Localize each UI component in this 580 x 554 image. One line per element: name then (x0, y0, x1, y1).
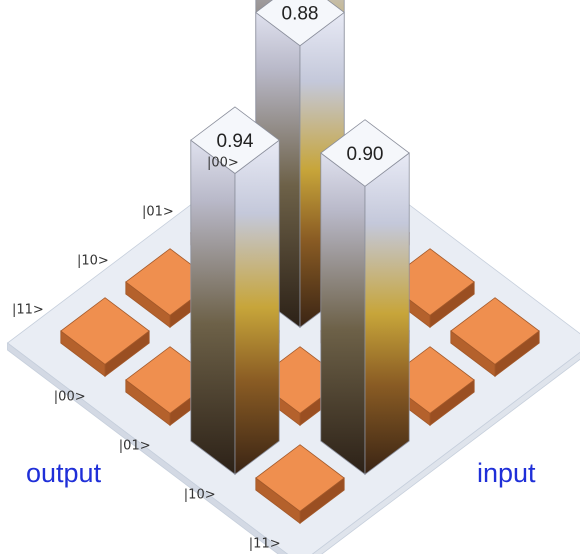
input-tick-label: |00> (54, 390, 86, 405)
value-label: 0.94 (217, 131, 254, 152)
input-tick-label: |11> (249, 537, 281, 552)
floor-surface (6, 121, 580, 554)
bar-3-0 (60, 297, 150, 378)
bar-side-right (364, 152, 410, 476)
floor-plane (6, 121, 580, 554)
bar-0-3 (450, 297, 540, 378)
bar-side-right (234, 139, 280, 476)
output-tick-label: |11> (12, 302, 44, 317)
bar-3-2 (190, 106, 280, 476)
input-axis-label: input (477, 458, 536, 488)
output-tick-label: |01> (142, 204, 174, 219)
bar-top (320, 119, 410, 187)
floor-edge-left (7, 342, 289, 554)
floor-edge-right (311, 351, 580, 554)
value-label: 0.90 (347, 144, 384, 165)
bar-2-3 (320, 119, 410, 476)
bar-top (255, 0, 345, 47)
bar-top (190, 106, 280, 175)
bar-top (450, 297, 540, 365)
bars-group: 0.930.880.900.94 (60, 0, 540, 525)
value-label: 0.88 (282, 3, 319, 24)
output-axis-label: output (26, 458, 102, 488)
bar-top (255, 444, 345, 512)
tick-labels: |00> |01> |10> |11> |00> |01> |10> |11> (12, 155, 281, 551)
bar-top (60, 297, 150, 365)
output-tick-label: |10> (77, 253, 109, 268)
bar-side-left (190, 139, 236, 476)
input-tick-label: |01> (119, 439, 151, 454)
output-tick-label: |00> (207, 155, 239, 170)
bar-side-left (320, 152, 366, 476)
input-tick-label: |10> (184, 488, 216, 503)
bar-3-3 (255, 444, 345, 525)
